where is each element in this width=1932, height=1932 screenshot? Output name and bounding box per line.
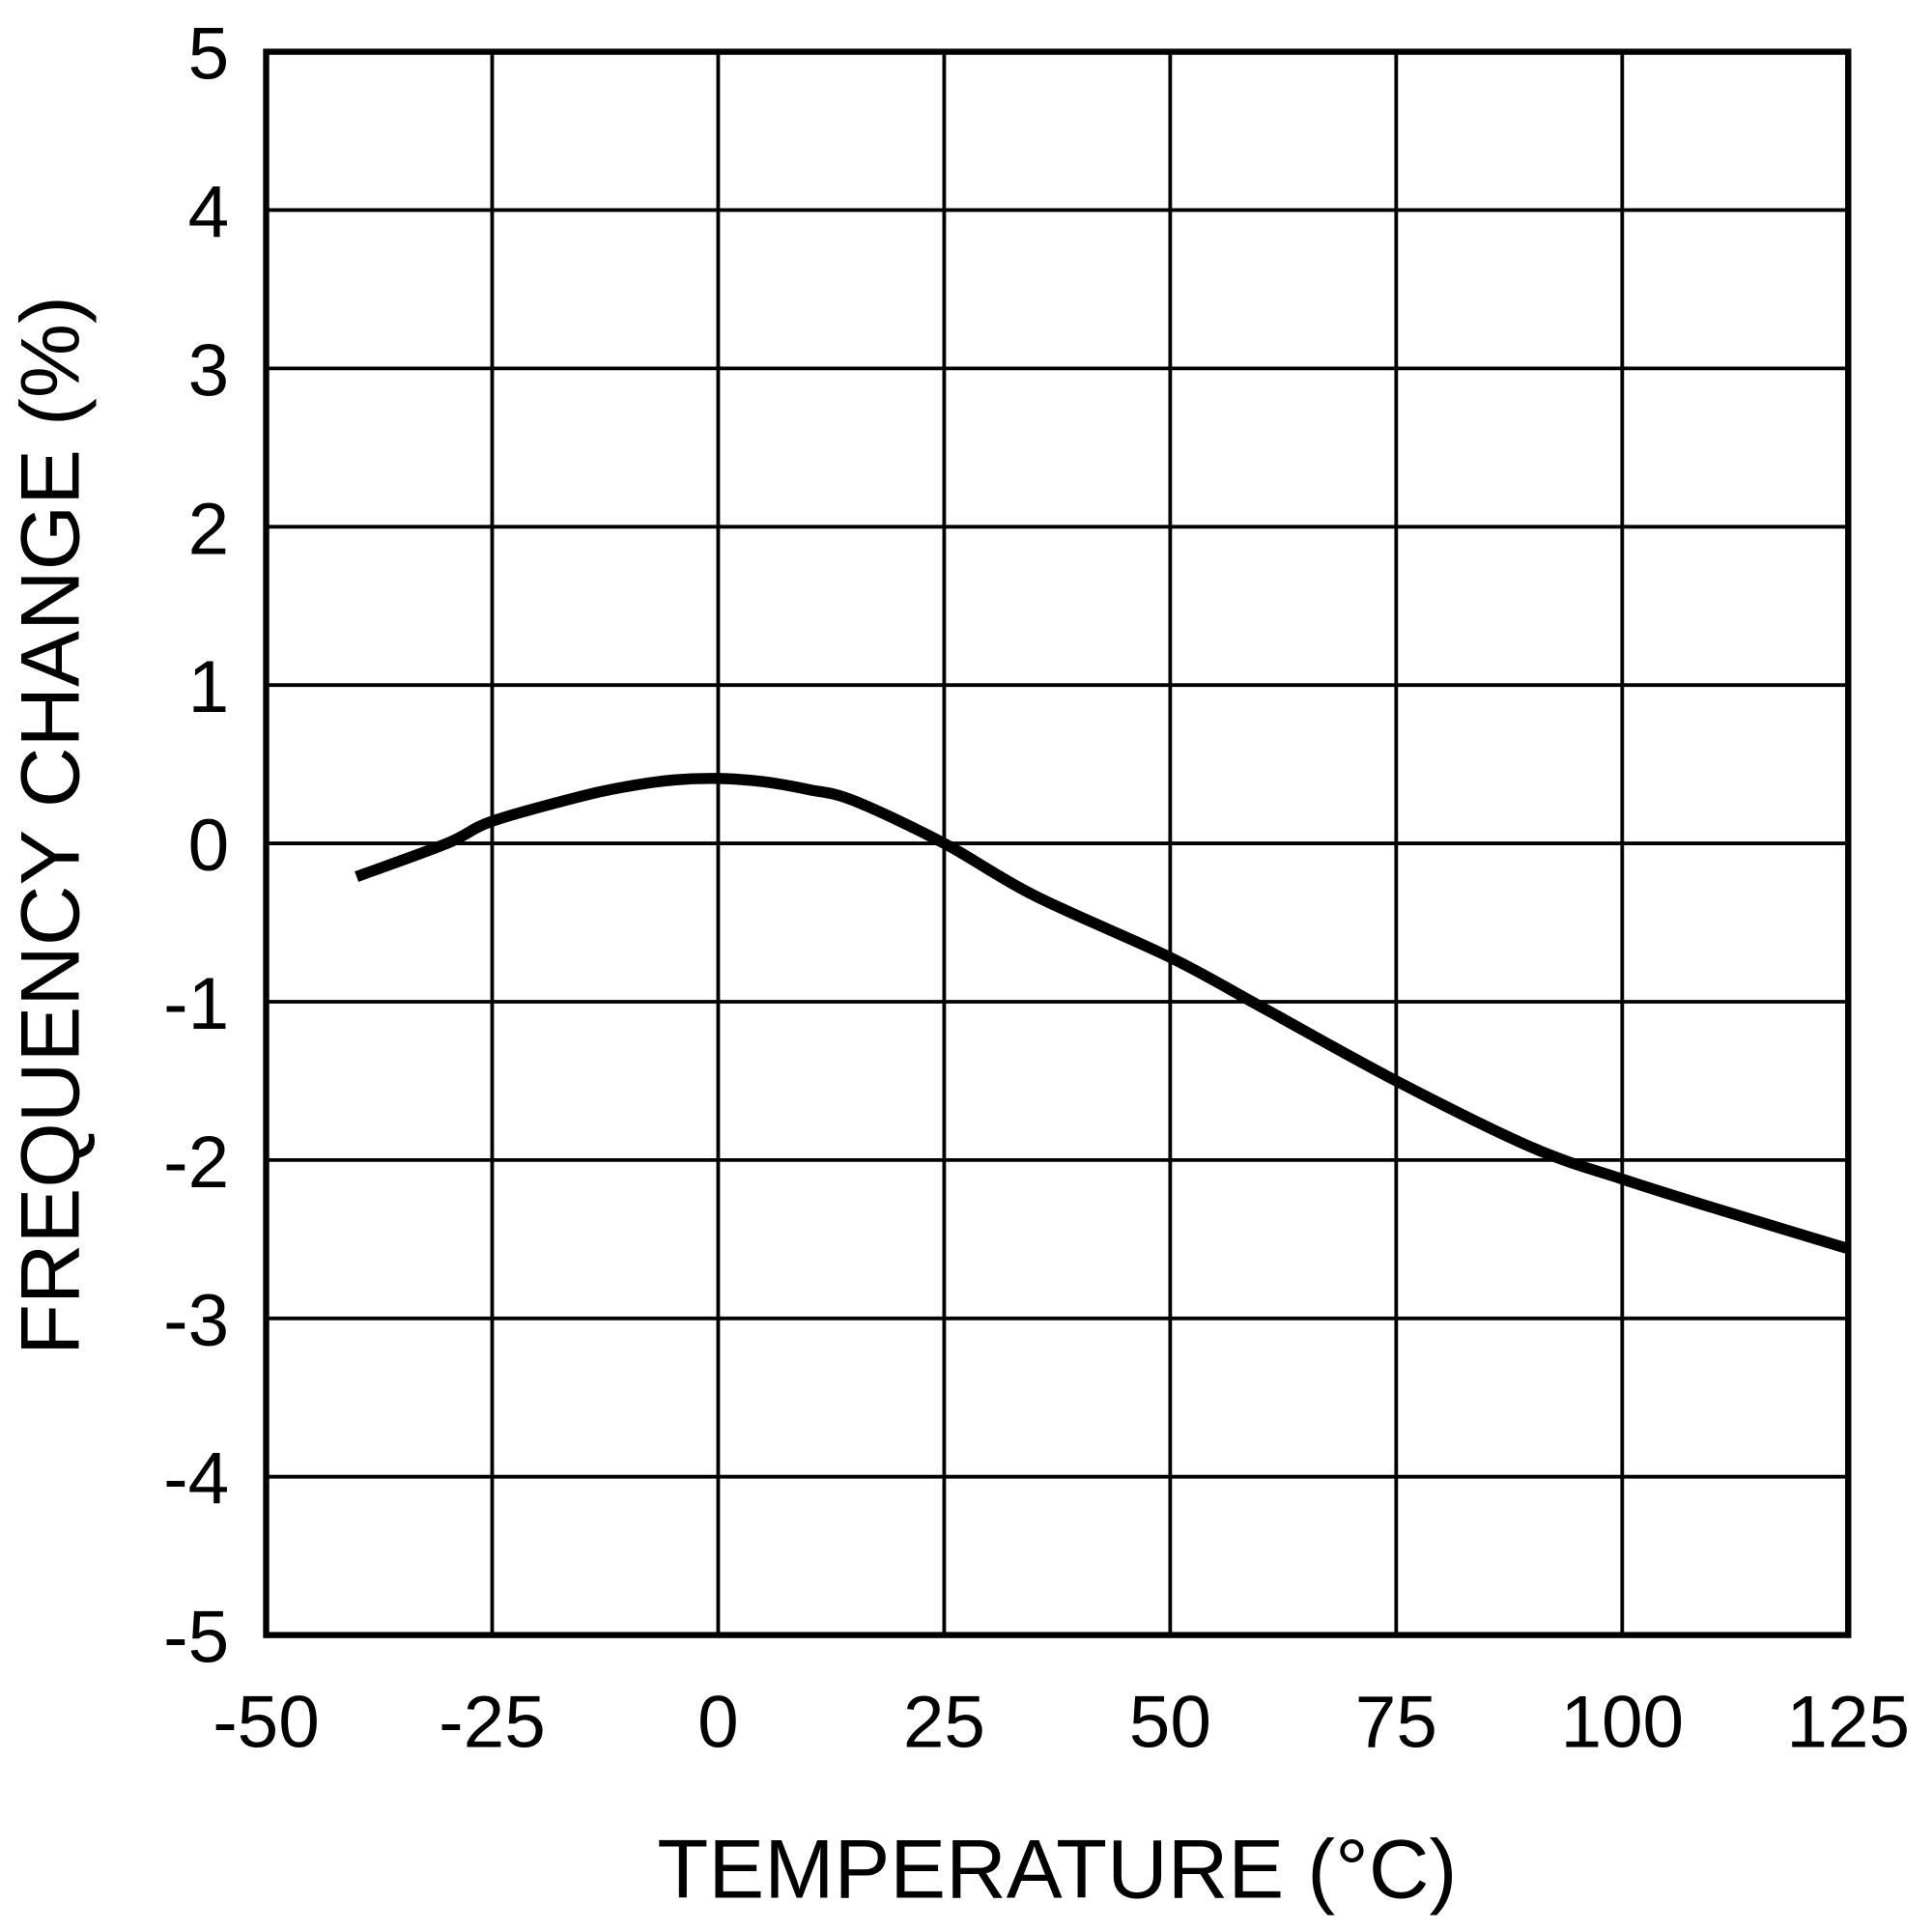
x-tick-label: 125 — [1786, 1682, 1910, 1764]
x-tick-label: 50 — [1129, 1682, 1211, 1764]
x-tick-label: 100 — [1560, 1682, 1684, 1764]
series — [355, 773, 1850, 1255]
x-tick-label: 25 — [903, 1682, 985, 1764]
y-axis-label: FREQUENCY CHANGE (%) — [4, 296, 98, 1355]
y-tick-label: 5 — [188, 14, 230, 96]
x-tick-label: -50 — [213, 1682, 320, 1764]
y-tick-label: 1 — [188, 646, 230, 728]
y-tick-label: -3 — [163, 1280, 229, 1362]
y-tick-label: -4 — [163, 1438, 229, 1520]
y-tick-label: 0 — [188, 805, 230, 887]
y-tick-label: -5 — [163, 1597, 229, 1679]
y-tick-label: 3 — [188, 329, 230, 412]
tick-labels: -50 -25 0 25 50 75 100 125 5 4 3 2 1 0 -1 -2 -3 -4 -5 — [163, 14, 1910, 1764]
x-axis-label: TEMPERATURE (°C) — [657, 1822, 1457, 1916]
x-tick-label: 75 — [1355, 1682, 1437, 1764]
y-tick-label: 2 — [188, 488, 230, 570]
y-tick-label: 4 — [188, 172, 230, 254]
series-line — [355, 773, 1850, 1255]
x-tick-label: 0 — [697, 1682, 739, 1764]
y-tick-label: -1 — [163, 963, 229, 1045]
grid — [264, 49, 1851, 1637]
plot-frame — [263, 48, 1852, 1638]
x-tick-label: -25 — [439, 1682, 546, 1764]
y-tick-label: -2 — [163, 1122, 229, 1204]
